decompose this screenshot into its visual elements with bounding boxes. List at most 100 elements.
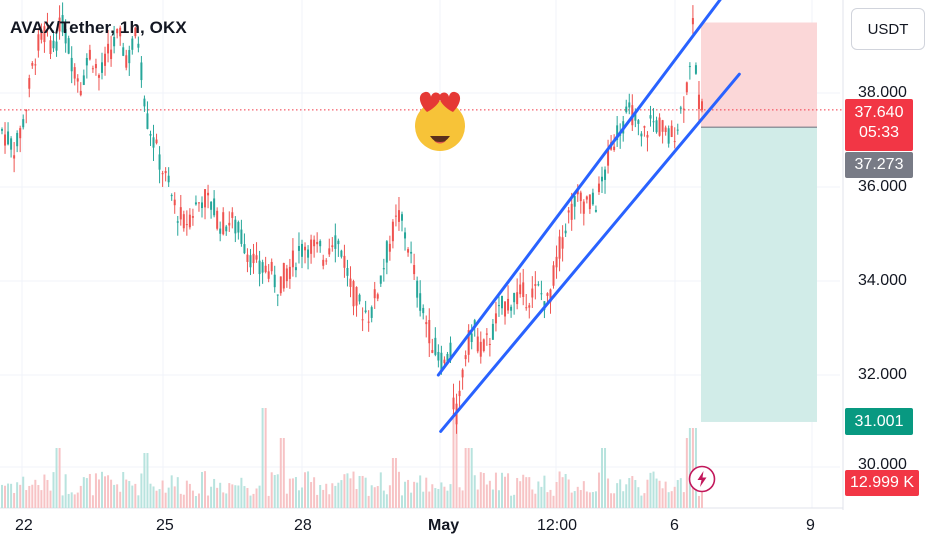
candle-body <box>531 288 534 298</box>
volume-bar <box>391 458 394 508</box>
candle-body <box>494 313 497 324</box>
candle-body <box>201 202 203 209</box>
volume-bars <box>1 408 703 508</box>
candle-body <box>170 195 173 197</box>
candle-body <box>428 320 431 344</box>
candle-body <box>688 66 691 68</box>
volume-bar <box>540 486 543 508</box>
volume-bar <box>382 490 385 508</box>
candle-body <box>570 203 573 220</box>
heart-eyes-emoji-icon[interactable] <box>413 86 467 158</box>
stop-loss-zone[interactable] <box>701 22 817 128</box>
volume-bar <box>464 448 467 508</box>
candle-body <box>316 241 319 245</box>
volume-bar <box>410 492 413 508</box>
candle-body <box>601 176 603 182</box>
volume-bar <box>97 479 100 508</box>
volume-bar <box>1 484 3 508</box>
candle-body <box>458 390 461 397</box>
volume-bar <box>537 481 540 508</box>
volume-bar <box>73 494 76 508</box>
candle-body <box>301 243 303 257</box>
x-tick-label: 25 <box>156 517 174 534</box>
candle-body <box>558 236 561 259</box>
candle-body <box>470 333 473 343</box>
volume-bar <box>110 479 113 508</box>
volume-bar <box>467 448 470 508</box>
candle-body <box>679 107 682 109</box>
candle-body <box>422 307 425 314</box>
volume-bar <box>631 476 634 508</box>
volume-bar <box>573 491 576 508</box>
volume-bar <box>679 478 682 508</box>
volume-bar <box>58 448 61 508</box>
candle-body <box>70 57 73 72</box>
volume-bar <box>470 448 473 508</box>
volume-bar <box>31 484 34 508</box>
volume-bar <box>504 476 507 508</box>
candle-body <box>385 241 388 263</box>
volume-bar <box>82 477 85 508</box>
volume-bar <box>601 448 603 508</box>
volume-bar <box>173 486 176 508</box>
volume-bar <box>191 490 194 508</box>
volume-bar <box>285 493 288 508</box>
lightning-icon[interactable] <box>688 465 716 493</box>
volume-bar <box>91 495 94 508</box>
volume-bar <box>140 473 143 508</box>
candle-body <box>128 50 131 64</box>
volume-bar <box>340 480 343 508</box>
candle-body <box>131 38 134 50</box>
volume-bar <box>116 484 119 508</box>
candle-body <box>173 199 176 206</box>
target-price-tag: 31.001 <box>845 408 913 435</box>
candle-body <box>685 82 688 93</box>
candle-body <box>367 321 370 323</box>
take-profit-zone[interactable] <box>701 127 817 422</box>
volume-bar <box>670 491 673 508</box>
candle-body <box>549 289 552 303</box>
candle-body <box>258 260 261 275</box>
volume-bar <box>613 493 616 508</box>
volume-bar <box>246 488 249 508</box>
volume-bar <box>176 477 179 508</box>
volume-bar <box>413 481 416 508</box>
candle-body <box>328 248 331 255</box>
volume-bar <box>216 487 219 508</box>
candle-body <box>58 17 61 32</box>
volume-bar <box>337 482 340 508</box>
candle-body <box>552 265 555 286</box>
volume-bar <box>697 495 700 508</box>
volume-bar <box>240 477 243 508</box>
candle-body <box>267 271 270 279</box>
candle-body <box>297 246 300 251</box>
candle-body <box>658 117 661 136</box>
volume-bar <box>322 489 325 508</box>
candle-body <box>334 235 337 249</box>
volume-bar <box>234 485 237 508</box>
channel-line[interactable] <box>439 72 741 433</box>
candle-body <box>510 306 513 311</box>
volume-bar <box>197 493 200 508</box>
candle-body <box>79 90 82 96</box>
candle-body <box>437 351 440 361</box>
volume-bar <box>634 480 637 508</box>
candle-body <box>34 64 37 66</box>
volume-bar <box>164 492 167 508</box>
candle-body <box>446 353 449 364</box>
volume-bar <box>397 471 400 508</box>
candle-body <box>634 111 637 121</box>
currency-button[interactable]: USDT <box>851 8 925 50</box>
volume-bar <box>343 474 346 508</box>
volume-bar <box>161 480 164 508</box>
candle-body <box>13 155 16 159</box>
candle-body <box>225 226 228 232</box>
y-tick-label: 36.000 <box>858 178 907 195</box>
volume-bar <box>225 493 228 508</box>
candle-body <box>376 294 379 299</box>
candle-body <box>88 49 91 60</box>
channel-line[interactable] <box>436 0 722 377</box>
candle-body <box>519 284 522 295</box>
volume-bar <box>591 492 594 508</box>
